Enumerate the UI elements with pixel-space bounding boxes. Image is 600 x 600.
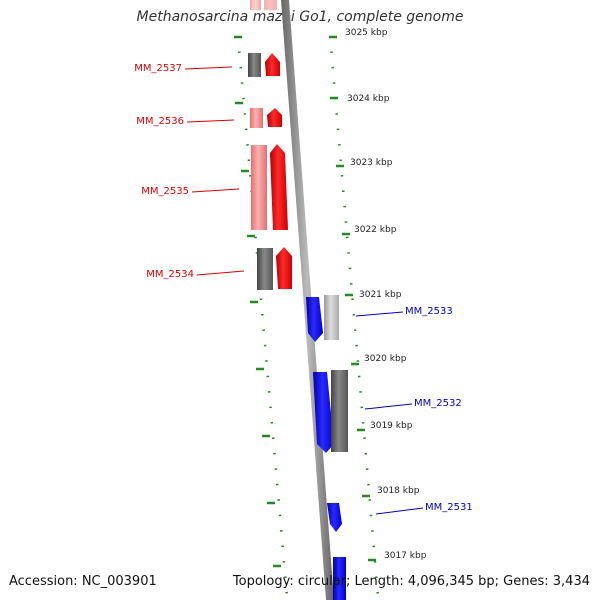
- forward-gene-blocks: [248, 0, 292, 290]
- map-title: Methanosarcina mazei Go1, complete genom…: [136, 9, 464, 25]
- gene-label-mm-2533[interactable]: MM_2533: [405, 306, 453, 317]
- tick-label: 3018 kbp: [377, 486, 420, 496]
- gene-label-mm-2537[interactable]: MM_2537: [134, 63, 182, 74]
- major-tick-marks: [234, 35, 376, 568]
- gene-label-mm-2531[interactable]: MM_2531: [425, 502, 473, 513]
- forward-label-leaders: [184, 66, 245, 276]
- guide-dots-right: [328, 35, 380, 597]
- tick-label: 3025 kbp: [345, 28, 388, 38]
- tick-label: 3021 kbp: [359, 290, 402, 300]
- gene-label-mm-2536[interactable]: MM_2536: [136, 116, 184, 127]
- tick-label: 3023 kbp: [350, 158, 393, 168]
- gene-label-mm-2532[interactable]: MM_2532: [414, 398, 462, 409]
- guide-dots-left: [236, 35, 289, 597]
- accession-label: Accession: NC_003901: [9, 574, 157, 589]
- gene-label-mm-2534[interactable]: MM_2534: [146, 269, 194, 280]
- tick-label: 3024 kbp: [347, 94, 390, 104]
- gene-label-mm-2535[interactable]: MM_2535: [141, 186, 189, 197]
- tick-label: 3017 kbp: [384, 551, 427, 561]
- genome-summary: Topology: circular; Length: 4,096,345 bp…: [232, 574, 590, 589]
- reverse-gene-blocks: [306, 295, 348, 600]
- tick-label: 3020 kbp: [364, 354, 407, 364]
- reverse-label-leaders: [355, 311, 424, 515]
- tick-label: 3019 kbp: [370, 421, 413, 431]
- tick-label: 3022 kbp: [354, 225, 397, 235]
